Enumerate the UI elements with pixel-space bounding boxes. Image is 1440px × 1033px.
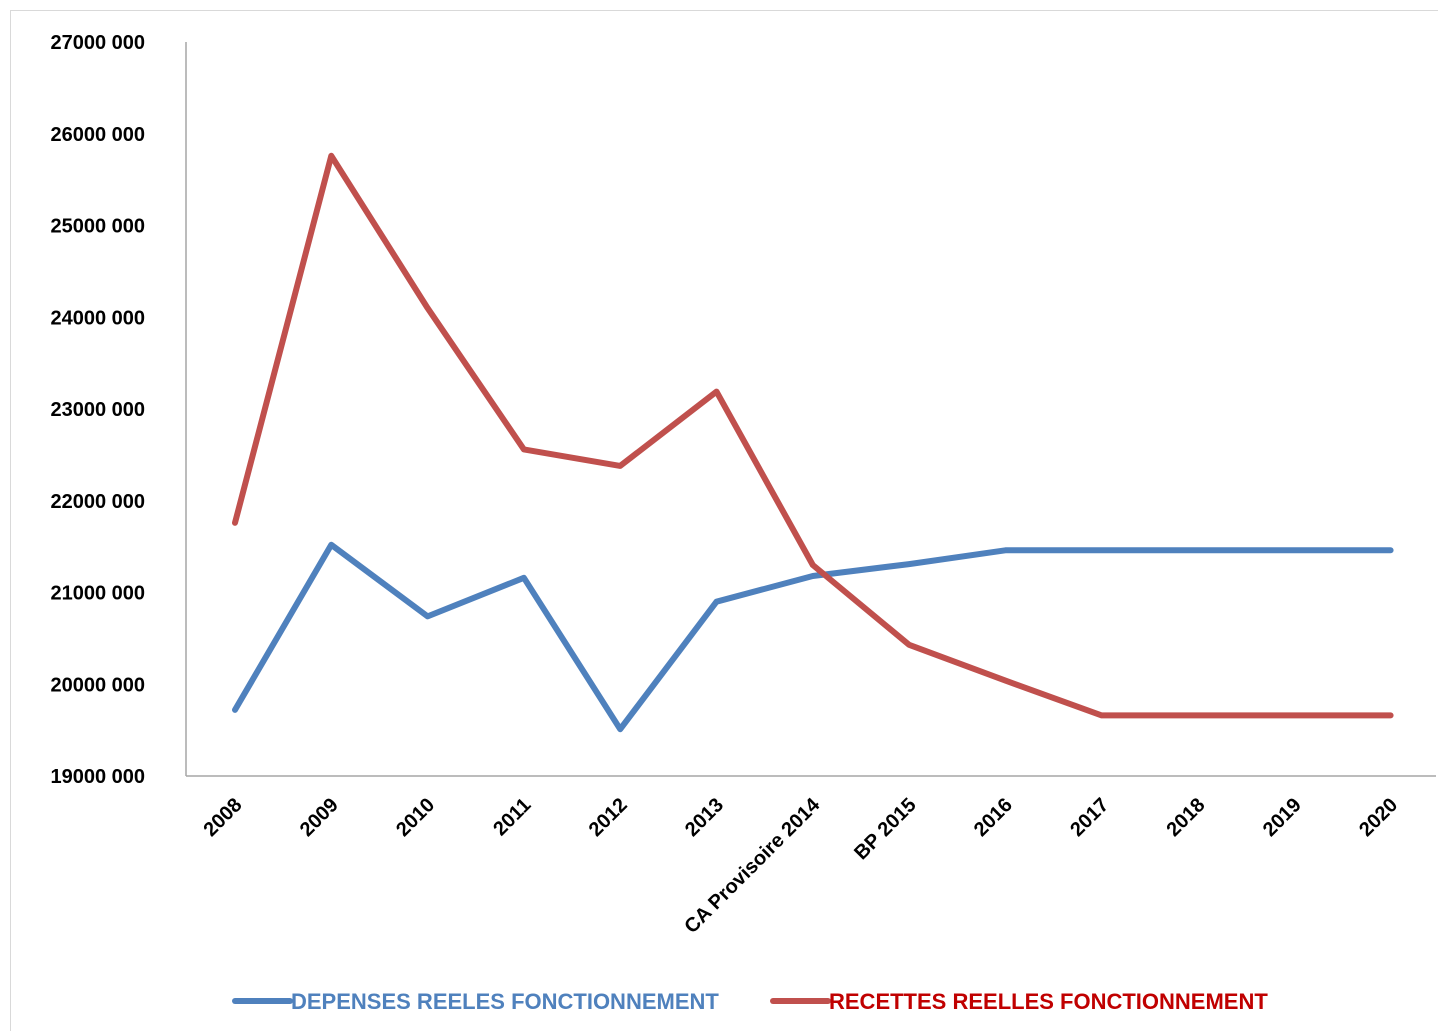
legend-label-recettes: RECETTES REELLES FONCTIONNEMENT: [829, 989, 1268, 1014]
legend: DEPENSES REELES FONCTIONNEMENT RECETTES R…: [232, 989, 1268, 1014]
x-tick-label: 2020: [1355, 794, 1402, 841]
x-tick-label: 2009: [296, 794, 343, 841]
x-tick-label: 2016: [970, 794, 1017, 841]
y-axis-ticks: 27000 000 26000 000 25000 000 24000 000 2300…: [50, 32, 145, 788]
axes: [185, 42, 1436, 777]
x-tick-label: 2013: [681, 794, 728, 841]
x-tick-label: 2010: [392, 794, 439, 841]
x-tick-label: 2011: [489, 794, 535, 840]
chart-frame: [10, 10, 1438, 1031]
y-tick-label: 27000 000: [50, 32, 145, 54]
y-tick-label: 22000 000: [50, 491, 145, 513]
legend-label-depenses: DEPENSES REELES FONCTIONNEMENT: [291, 989, 719, 1014]
x-tick-label: 2019: [1259, 794, 1306, 841]
y-tick-label: 25000 000: [50, 216, 145, 238]
series-line-recettes: [232, 152, 1394, 719]
x-tick-label: 2008: [200, 794, 247, 841]
x-tick-label: 2018: [1163, 794, 1210, 841]
x-tick-label: BP 2015: [850, 794, 920, 864]
series-line-depenses: [232, 541, 1394, 733]
y-tick-label: 24000 000: [50, 307, 145, 329]
series-lines: [232, 152, 1394, 733]
x-tick-label: 2017: [1066, 794, 1113, 841]
y-tick-label: 26000 000: [50, 124, 145, 146]
y-tick-label: 21000 000: [50, 583, 145, 605]
y-tick-label: 20000 000: [50, 674, 145, 696]
y-tick-label: 19000 000: [50, 766, 145, 788]
y-tick-label: 23000 000: [50, 399, 145, 421]
x-tick-label: 2012: [585, 794, 632, 841]
